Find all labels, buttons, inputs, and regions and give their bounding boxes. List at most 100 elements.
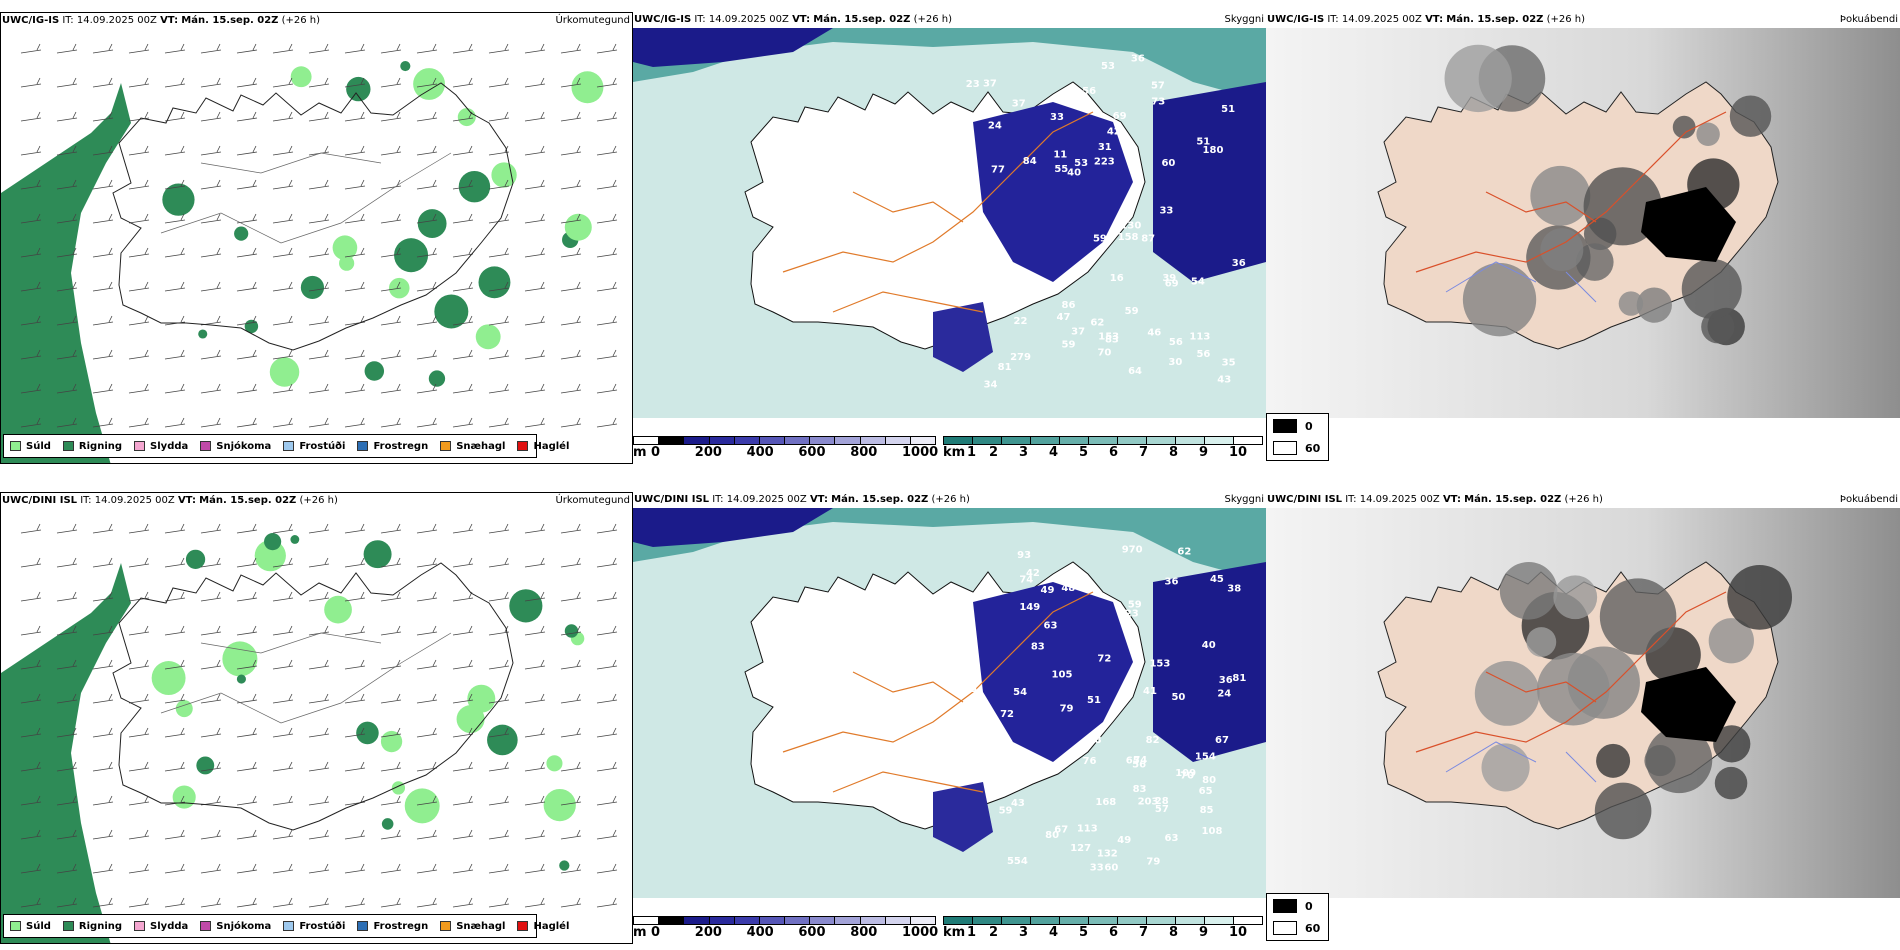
cloud-base-label: 74 (1019, 575, 1033, 586)
wind-barb (452, 795, 474, 806)
scale-tick-label: 10 (1229, 445, 1248, 460)
wind-barb (236, 77, 258, 88)
cloud-base-label: 28 (1155, 796, 1169, 807)
vt-label: VT: (1442, 494, 1461, 505)
precip-patch (564, 213, 592, 241)
wind-barb (272, 77, 294, 88)
precip-patch (332, 235, 358, 261)
cloud-base-label: 46 (1147, 328, 1161, 339)
cloud-base-label: 279 (1010, 352, 1031, 363)
wind-barb (416, 315, 438, 326)
vt-label: VT: (1425, 14, 1444, 25)
legend-swatch (517, 441, 529, 451)
legend-label: Snjókoma (216, 440, 272, 452)
wind-barb (452, 383, 474, 394)
glacier-contour (160, 152, 452, 244)
scale-tick-label: 6 (1109, 445, 1119, 460)
wind-barb (164, 557, 186, 568)
precip-patch (234, 226, 249, 241)
cloud-base-label: 72 (1000, 709, 1014, 720)
scale-swatch (885, 437, 911, 444)
fog-patch (1727, 564, 1793, 630)
precip-patch (571, 71, 604, 104)
visibility-scale: km 1 2 3 4 5 6 7 8 9 10 (943, 916, 1263, 940)
fog-patch (1729, 95, 1772, 137)
wind-barb (200, 383, 222, 394)
vt-value: Mán. 15.sep. 02Z (813, 14, 911, 25)
wind-barb (308, 383, 330, 394)
legend-label: 60 (1305, 441, 1321, 455)
wind-barb (236, 179, 258, 190)
precip-legend: Súld Rigning Slydda Snjókoma Frostúði Frostre… (3, 434, 569, 458)
wind-barb (236, 247, 258, 258)
wind-barb (20, 383, 42, 394)
fog-patch (1481, 743, 1530, 792)
scale-swatch (1002, 437, 1031, 444)
wind-barb (596, 43, 618, 54)
precip-patch (509, 589, 543, 623)
wind-barb (92, 213, 114, 224)
cloud-base-label: 87 (1141, 233, 1155, 244)
scale-tick-label: 10 (1229, 925, 1248, 940)
it-value: 14.09.2025 00Z (76, 15, 157, 26)
wind-barb (128, 795, 150, 806)
cloud-base-label: 132 (1097, 848, 1118, 859)
vt-label: VT: (809, 494, 828, 505)
it-label: IT: (80, 495, 92, 506)
wind-barb (56, 417, 78, 428)
wind-barb (92, 315, 114, 326)
cloud-base-label: 22 (1014, 316, 1028, 327)
wind-barb (272, 213, 294, 224)
wind-barb (560, 315, 582, 326)
wind-barb (236, 145, 258, 156)
wind-barb (524, 349, 546, 360)
wind-barb (128, 315, 150, 326)
vt-value: Mán. 15.sep. 02Z (181, 15, 279, 26)
wind-barb (452, 829, 474, 840)
precip-legend-item: Frostúði (283, 921, 345, 932)
wind-barb (416, 349, 438, 360)
precip-patch (413, 68, 445, 100)
scale-tick-label: 7 (1139, 445, 1149, 460)
wind-barb (524, 247, 546, 258)
low-cloud-area (973, 102, 1133, 282)
cloud-base-label: 24 (1217, 688, 1231, 699)
scale-swatch (1118, 437, 1147, 444)
wind-barb (92, 77, 114, 88)
scale-swatch (759, 917, 786, 924)
wind-barb (236, 315, 258, 326)
precip-patch (457, 108, 476, 127)
legend-swatch (1273, 921, 1297, 935)
wind-barb (200, 761, 222, 772)
wind-barb (596, 213, 618, 224)
wind-barb (380, 761, 402, 772)
wind-barb (200, 349, 222, 360)
wind-barb (56, 727, 78, 738)
low-cloud-area (1153, 562, 1266, 762)
scale-tick-label: 7 (1139, 925, 1149, 940)
cloud-base-label: 56 (1082, 86, 1096, 97)
wind-barb (308, 557, 330, 568)
scale-tick-label: 600 (798, 925, 826, 940)
scale-swatch (734, 917, 760, 924)
wind-barb (128, 213, 150, 224)
precip-patch (198, 329, 208, 339)
it-value: 14.09.2025 00Z (726, 494, 807, 505)
wind-barb (596, 383, 618, 394)
wind-barb (92, 43, 114, 54)
panel-header: UWC/DINI ISL IT: 14.09.2025 00Z VT: Mán.… (633, 492, 1266, 508)
wind-barb (524, 795, 546, 806)
wind-barb (308, 43, 330, 54)
cloud-base-label: 31 (1098, 142, 1112, 153)
precip-legend-item: Snjókoma (200, 921, 271, 932)
wind-barb (560, 897, 582, 908)
scale-tick-label: 1000 (902, 445, 939, 460)
legend-label: Snæhagl (456, 920, 506, 932)
wind-barb (56, 43, 78, 54)
scale-swatch (944, 917, 973, 924)
precip-patch (394, 238, 429, 273)
wind-barb (92, 523, 114, 534)
scale-bar (943, 436, 1263, 445)
scale-tick-label: 0 (651, 445, 661, 460)
scale-tick-label: 1 (967, 925, 977, 940)
